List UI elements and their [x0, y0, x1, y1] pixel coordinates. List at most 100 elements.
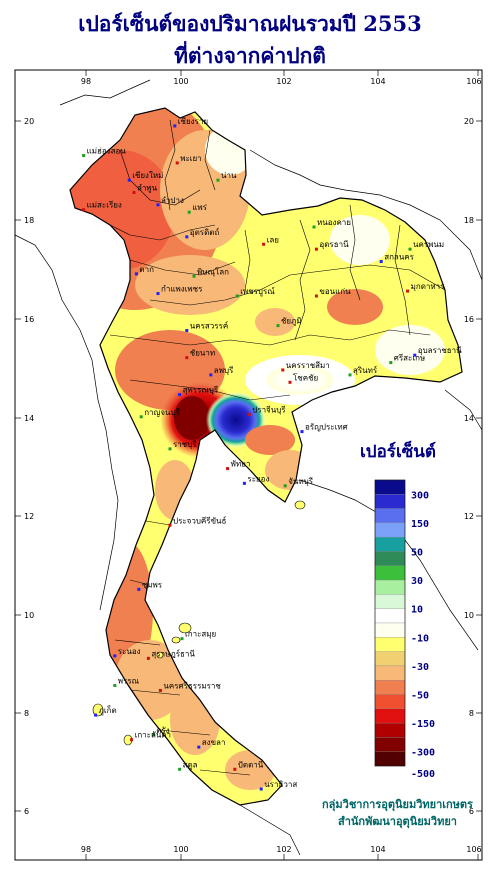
place-label: สุราษฎร์ธานี [151, 648, 195, 658]
place-label: มุกดาหาร [411, 282, 446, 291]
place-label: อุตรดิตถ์ [190, 227, 220, 237]
y-tick-right: 16 [464, 315, 474, 324]
legend-title: เปอร์เซ็นต์ [360, 442, 436, 462]
legend-label: 30 [411, 576, 423, 587]
station-marker [113, 654, 117, 658]
legend-swatch [374, 651, 406, 667]
station-marker [288, 380, 292, 384]
station-marker [168, 447, 172, 451]
legend-label: 150 [411, 519, 429, 530]
station-marker [137, 587, 141, 591]
place-label: สุรินทร์ [353, 365, 378, 375]
station-marker [156, 203, 160, 207]
legend-label: -500 [411, 769, 435, 780]
station-marker [94, 713, 98, 717]
legend-swatch [374, 508, 406, 524]
place-label: แพร่ [192, 203, 207, 212]
station-marker [247, 412, 251, 416]
legend-swatch [374, 537, 406, 552]
place-label: แม่ฮ่องสอน [87, 147, 127, 156]
place-label: เลย [267, 235, 279, 244]
legend-label: -50 [411, 691, 429, 702]
legend-colorbar: 300 150 50 30 10 -10 -30 -50 -150 -300 -500 [374, 479, 435, 780]
station-marker [389, 361, 393, 365]
legend-swatch [374, 479, 406, 495]
province-borders [99, 119, 446, 776]
legend-label: 50 [411, 548, 423, 559]
place-label: น่าน [221, 171, 237, 180]
y-tick-left: 6 [24, 807, 29, 816]
station-marker [185, 356, 189, 360]
place-label: ภูเก็ต [99, 705, 117, 716]
legend-swatch [374, 594, 406, 609]
place-label: อรัญประเทศ [305, 423, 348, 432]
station-marker [216, 178, 220, 182]
place-label: ชัยนาท [190, 349, 215, 358]
station-marker [300, 430, 304, 434]
x-tick-top: 104 [370, 77, 385, 86]
place-label: ระยอง [247, 474, 269, 483]
y-tick-labels-left: 20 18 16 14 12 10 8 6 [24, 117, 34, 816]
legend-swatch [374, 680, 406, 695]
station-marker [408, 247, 412, 251]
station-marker [262, 242, 266, 246]
credit-line2: สำนักพัฒนาอุตุนิยมวิทยา [338, 815, 457, 828]
station-marker [226, 467, 230, 471]
place-label: เพชรบูรณ์ [240, 286, 275, 297]
place-label: เชียงใหม่ [132, 171, 163, 180]
station-marker [168, 523, 172, 527]
place-label: พะเยา [180, 154, 201, 163]
place-label: พัทยา [231, 460, 251, 469]
y-tick-left: 12 [24, 512, 34, 521]
legend-swatch [374, 522, 406, 538]
legend-swatch [374, 637, 406, 652]
station-marker [158, 688, 162, 692]
place-label: พรรณ [118, 676, 140, 685]
legend-swatch [374, 551, 406, 566]
legend-swatch [374, 565, 406, 581]
legend-label: 10 [411, 605, 423, 616]
x-tick-labels-bottom: 98 100 102 104 106 [81, 845, 482, 854]
place-label: ระนอง [118, 647, 141, 656]
station-marker [82, 208, 86, 212]
station-marker [130, 738, 134, 742]
x-tick-top: 98 [81, 77, 91, 86]
station-marker [151, 733, 155, 737]
x-tick-bottom: 100 [173, 845, 188, 854]
station-marker [281, 368, 285, 372]
station-marker [185, 329, 189, 333]
station-marker [259, 787, 263, 791]
station-marker [132, 190, 136, 194]
place-label: ประจวบคีรีขันธ์ [173, 515, 227, 525]
map-title-line1: เปอร์เซ็นต์ของปริมาณฝนรวมปี 2553 [78, 11, 422, 36]
y-tick-right: 12 [464, 512, 474, 521]
y-tick-left: 10 [24, 611, 34, 620]
legend-swatch [374, 622, 406, 638]
place-label: จันทบุรี [288, 477, 314, 486]
y-tick-right: 8 [469, 709, 474, 718]
place-label: สงขลา [202, 738, 226, 747]
station-marker [156, 292, 160, 296]
legend-swatch [374, 737, 406, 752]
legend-label: -10 [411, 633, 429, 644]
place-label: กาญจนบุรี [144, 408, 180, 417]
station-marker [379, 260, 383, 264]
x-tick-bottom: 98 [81, 845, 91, 854]
map-title-line2: ที่ต่างจากค่าปกติ [174, 43, 326, 68]
station-marker [180, 637, 184, 641]
y-tick-left: 16 [24, 315, 34, 324]
station-marker [175, 161, 179, 165]
place-label: โชคชัย [293, 372, 318, 382]
place-label: ขอนแก่น [319, 287, 351, 296]
place-label: ชัยภูมิ [281, 317, 302, 327]
place-label: นครสวรรค์ [190, 321, 228, 331]
station-marker [283, 484, 287, 488]
station-marker [178, 767, 182, 771]
station-marker [178, 393, 182, 397]
place-label: นครพนม [413, 240, 444, 249]
legend-label: -150 [411, 719, 435, 730]
station-marker [139, 415, 143, 419]
station-marker [185, 235, 189, 239]
station-marker [276, 324, 280, 328]
legend-swatch [374, 708, 406, 724]
